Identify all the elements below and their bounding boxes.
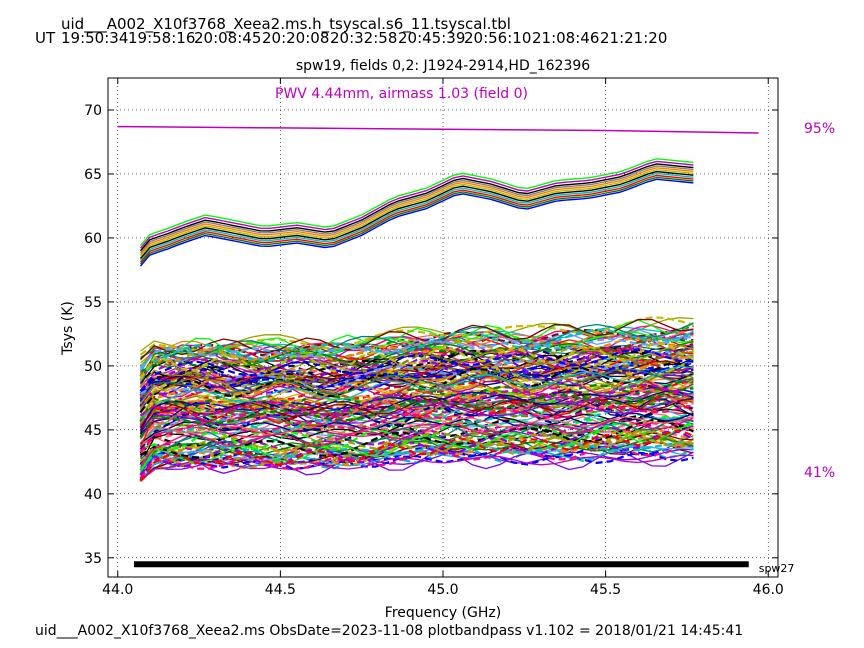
tsys-spectrum-low: [139, 380, 694, 418]
atm-percent-top: 95%: [804, 121, 835, 137]
tsys-spectrum-low: [139, 324, 694, 371]
ut-time-label: 20:32:58: [330, 29, 397, 47]
tsys-spectrum-high: [139, 172, 694, 261]
tsys-spectrum-low: [140, 372, 694, 409]
tsys-spectrum-low: [140, 351, 694, 380]
tsys-spectrum-high: [139, 160, 694, 249]
tsys-spectrum-low: [140, 318, 694, 360]
tsys-spectrum-low: [139, 437, 694, 475]
ut-time-label: 21:21:20: [600, 29, 667, 47]
x-tick-label: 46.0: [753, 582, 784, 598]
atm-transmission-group: [117, 125, 759, 134]
chart-title: spw19, fields 0,2: J1924-2914,HD_162396: [296, 58, 590, 74]
tsys-spectrum-low: [140, 443, 694, 475]
tsys-spectrum-low: [139, 348, 694, 392]
x-tick-label: 45.5: [590, 582, 621, 598]
tsys-spectrum-low: [140, 420, 694, 452]
tsys-spectrum-high: [139, 170, 694, 259]
footer-text: uid___A002_X10f3768_Xeea2.ms ObsDate=202…: [35, 623, 743, 639]
tsys-spectrum-low: [140, 398, 694, 431]
plot-frame: [108, 78, 778, 577]
tsys-spectrum-high: [139, 163, 694, 252]
tsys-spectrum-low: [140, 417, 694, 466]
y-tick-label: 70: [84, 103, 102, 119]
ut-time-label: 20:08:45: [194, 29, 261, 47]
pwv-annotation: PWV 4.44mm, airmass 1.03 (field 0): [275, 86, 528, 102]
atm-percent-bottom: 41%: [804, 465, 835, 481]
ut-time-label: 19:50:34: [61, 29, 128, 47]
y-tick-label: 45: [84, 423, 102, 439]
tsys-spectrum-low: [139, 331, 694, 388]
tsys-spectrum-high: [139, 158, 694, 247]
ut-time-label: 21:08:46: [532, 29, 599, 47]
ut-time-label: 19:58:16: [128, 29, 195, 47]
tsys-spectrum-high: [139, 168, 694, 257]
tsys-spectrum-low: [140, 365, 694, 420]
y-tick-label: 60: [84, 231, 102, 247]
y-tick-label: 55: [84, 295, 102, 311]
tsys-spectrum-low: [139, 370, 694, 406]
tsys-spectrum-high: [139, 178, 694, 267]
tsys-spectrum-low: [139, 381, 694, 421]
tsys-spectrum-low: [139, 325, 694, 378]
x-tick-label: 45.0: [427, 582, 458, 598]
ut-time-label: 20:20:08: [262, 29, 329, 47]
tsys-spectrum-high: [139, 165, 694, 254]
tsys-spectrum-low: [139, 350, 694, 408]
tsys-spectrum-high: [139, 176, 694, 265]
tsys-spectrum-low: [140, 416, 694, 444]
y-tick-label: 50: [84, 359, 102, 375]
x-tick-label: 44.0: [102, 582, 133, 598]
x-axis-label: Frequency (GHz): [385, 605, 501, 621]
tsys-spectrum-low: [139, 328, 694, 382]
tsys-spectrum-low: [139, 389, 694, 439]
y-axis-label: Tsys (K): [60, 301, 76, 356]
ut-label: UT: [35, 29, 56, 47]
ut-time-label: 20:56:10: [464, 29, 531, 47]
y-tick-label: 65: [84, 167, 102, 183]
tsys-spectrum-low: [139, 440, 694, 472]
tsys-spectrum-low: [139, 384, 694, 417]
tsys-spectrum-low: [139, 404, 694, 453]
tsys-spectrum-low: [139, 387, 694, 439]
ut-time-label: 20:45:39: [398, 29, 465, 47]
tsys-spectrum-low: [139, 408, 694, 465]
tsys-spectrum-low: [139, 335, 694, 370]
file-title: uid___A002_X10f3768_Xeea2.ms.h_tsyscal.s…: [61, 15, 511, 34]
tsys-spectrum-high: [139, 174, 694, 263]
y-tick-label: 35: [84, 551, 102, 567]
tsys-spectrum-low: [139, 423, 694, 473]
tsys-spectrum-low: [139, 355, 694, 414]
tsys-spectrum-low: [140, 454, 694, 482]
tsys-spectrum-high: [139, 167, 694, 256]
spw-bar-group: spw27: [134, 561, 795, 575]
tsys-spectrum-low: [140, 378, 694, 401]
atm-transmission-line: [117, 125, 759, 134]
tsys-spectrum-low: [140, 450, 694, 482]
tsys-spectrum-low: [139, 352, 694, 406]
tsys-spectrum-low: [139, 342, 694, 380]
tsys-spectrum-low: [140, 421, 694, 448]
plot-area: spw27 44.0 44.5 45.0 45.5 46.0 35 40 45 50 55 60 65…: [84, 77, 795, 598]
tsys-spectrum-low: [140, 432, 694, 482]
low-series-group: [139, 316, 694, 482]
tsys-spectrum-low: [139, 361, 694, 402]
axis-ticks: 44.0 44.5 45.0 45.5 46.0 35 40 45 50 55 60 65 70: [84, 78, 784, 598]
tsys-spectrum-low: [140, 415, 694, 443]
tsys-spectrum-low: [139, 397, 694, 432]
spw-bar-label: spw27: [759, 562, 795, 575]
tsys-spectrum-low: [139, 437, 694, 473]
tsys-spectrum-low: [140, 335, 694, 367]
high-series-group: [139, 158, 694, 267]
tsys-spectrum-low: [139, 337, 694, 378]
x-tick-label: 44.5: [265, 582, 296, 598]
y-tick-label: 40: [84, 487, 102, 503]
